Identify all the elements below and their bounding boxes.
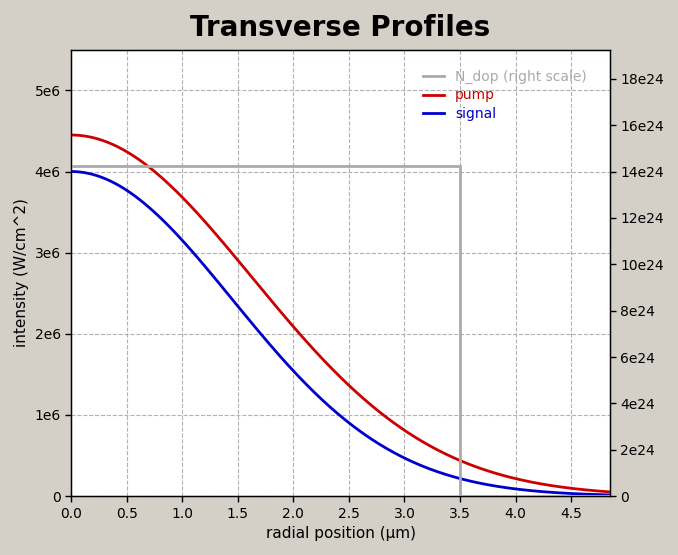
- Line: N_dop (right scale): N_dop (right scale): [71, 166, 610, 496]
- N_dop (right scale): [456, 163, 464, 169]
- Title: Transverse Profiles: Transverse Profiles: [191, 14, 491, 42]
- signal: [329, 406, 337, 413]
- Line: pump: pump: [71, 135, 610, 492]
- X-axis label: radial position (μm): radial position (μm): [266, 526, 416, 541]
- pump: [492, 470, 500, 477]
- pump: [94, 136, 102, 143]
- N_dop (right scale): [456, 493, 464, 500]
- signal: [492, 483, 500, 490]
- Legend: N_dop (right scale), pump, signal: N_dop (right scale), pump, signal: [423, 70, 587, 120]
- pump: [591, 487, 599, 494]
- pump: [590, 487, 598, 494]
- signal: [315, 393, 323, 400]
- signal: [590, 491, 598, 498]
- pump: [67, 132, 75, 138]
- signal: [67, 168, 75, 175]
- pump: [315, 352, 323, 359]
- pump: [329, 367, 337, 374]
- Y-axis label: intensity (W/cm^2): intensity (W/cm^2): [14, 199, 29, 347]
- signal: [591, 491, 599, 498]
- N_dop (right scale): [67, 163, 75, 169]
- N_dop (right scale): [606, 493, 614, 500]
- signal: [94, 173, 102, 179]
- Line: signal: signal: [71, 171, 610, 495]
- signal: [606, 492, 614, 498]
- pump: [606, 488, 614, 495]
